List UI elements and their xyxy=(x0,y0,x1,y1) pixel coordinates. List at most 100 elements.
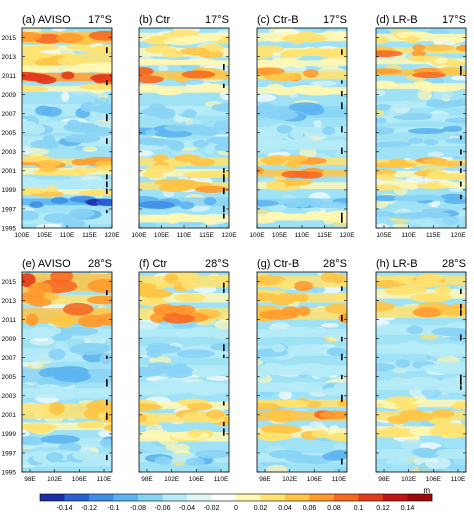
x-tick-label: 106E xyxy=(307,476,323,483)
boundary-mark xyxy=(223,187,225,195)
band-blob xyxy=(297,31,317,40)
band-base xyxy=(22,104,112,116)
band-blob xyxy=(139,403,163,411)
anomaly-band xyxy=(376,376,466,394)
band-blob xyxy=(87,278,112,293)
band-blob xyxy=(289,129,304,139)
band-blob xyxy=(333,381,347,391)
colorbar-tick-label: -0.06 xyxy=(155,505,171,512)
band-blob xyxy=(50,197,69,204)
band-blob xyxy=(395,342,422,352)
band-blob xyxy=(376,68,402,75)
band-blob xyxy=(194,449,229,459)
panel-latitude: 17°S xyxy=(205,14,229,26)
boundary-mark xyxy=(223,83,225,88)
band-base xyxy=(22,86,112,92)
x-tick-label: 120E xyxy=(104,232,120,239)
anomaly-band xyxy=(376,359,466,375)
anomaly-band xyxy=(22,366,112,388)
band-blob xyxy=(185,214,205,223)
x-tick-label: 110E xyxy=(214,476,229,483)
x-tick-label: 110E xyxy=(451,476,466,483)
y-tick-label: 2001 xyxy=(2,168,17,175)
band-base xyxy=(22,179,112,188)
colorbar-tick-label: 0 xyxy=(234,505,238,512)
band-blob xyxy=(396,31,433,39)
colorbar-segment xyxy=(407,494,433,501)
band-blob xyxy=(376,50,403,57)
y-tick-label: 2011 xyxy=(2,317,16,324)
band-blob xyxy=(25,313,39,327)
band-blob xyxy=(22,31,42,42)
boundary-mark xyxy=(460,181,462,187)
band-blob xyxy=(386,396,418,404)
anomaly-band xyxy=(139,124,229,138)
anomaly-band xyxy=(376,422,466,439)
field-blob xyxy=(425,457,451,470)
band-blob xyxy=(257,275,286,286)
band-blob xyxy=(190,158,216,167)
band-blob xyxy=(92,103,112,114)
anomaly-band xyxy=(257,57,347,69)
band-blob xyxy=(76,388,112,398)
anomaly-band xyxy=(376,44,466,57)
anomaly-band xyxy=(22,71,112,86)
band-blob xyxy=(257,144,281,154)
panel-8: (h) LR-B 28°S 98E 102E 106E 110E xyxy=(375,258,467,483)
band-blob xyxy=(439,173,466,181)
field-blob xyxy=(94,97,110,106)
anomaly-band xyxy=(376,285,466,303)
colorbar-segment xyxy=(236,494,261,501)
x-tick-label: 98E xyxy=(24,476,36,483)
band-blob xyxy=(333,292,347,302)
band-blob xyxy=(291,61,306,68)
field-blob xyxy=(321,322,339,328)
panel-title: (e) AVISO xyxy=(22,258,71,270)
anomaly-field xyxy=(22,28,112,228)
panel-latitude: 17°S xyxy=(88,14,112,26)
band-blob xyxy=(312,141,341,151)
boundary-mark xyxy=(223,421,225,427)
band-blob xyxy=(329,273,346,284)
band-base xyxy=(22,45,112,51)
x-tick-label: 105E xyxy=(154,232,170,239)
panel-6: (f) Ctr 28°S 98E 102E 106E 110E xyxy=(138,258,230,483)
band-blob xyxy=(376,210,396,217)
anomaly-band xyxy=(22,30,112,45)
anomaly-band xyxy=(139,342,229,359)
y-tick-label: 2013 xyxy=(2,54,17,61)
band-blob xyxy=(318,58,347,65)
band-blob xyxy=(411,50,426,57)
band-blob xyxy=(188,429,202,438)
band-blob xyxy=(95,199,112,207)
band-blob xyxy=(182,170,222,179)
band-base xyxy=(257,70,347,80)
anomaly-band xyxy=(376,157,466,169)
band-blob xyxy=(447,35,466,44)
panel-frame xyxy=(138,271,230,473)
band-blob xyxy=(293,170,312,179)
band-blob xyxy=(150,312,166,323)
band-blob xyxy=(444,117,466,124)
field-blob xyxy=(450,75,466,81)
y-tick-label: 2003 xyxy=(2,393,17,400)
band-blob xyxy=(257,51,274,59)
boundary-mark xyxy=(341,147,343,154)
anomaly-band xyxy=(376,80,466,92)
anomaly-band xyxy=(257,424,347,442)
band-blob xyxy=(297,306,311,317)
colorbar-segment xyxy=(383,494,408,501)
colorbar-unit: m xyxy=(423,486,430,495)
field-blob xyxy=(310,80,337,87)
x-tick-label: 110E xyxy=(401,232,416,239)
x-tick-label: 98E xyxy=(259,476,271,483)
band-blob xyxy=(99,438,112,448)
x-tick-label: 120E xyxy=(450,232,466,239)
band-blob xyxy=(393,114,433,121)
band-blob xyxy=(178,59,216,65)
band-blob xyxy=(71,158,90,166)
y-tick-label: 2007 xyxy=(2,355,17,362)
band-blob xyxy=(205,409,226,419)
anomaly-band xyxy=(22,342,112,365)
anomaly-band xyxy=(22,134,112,149)
